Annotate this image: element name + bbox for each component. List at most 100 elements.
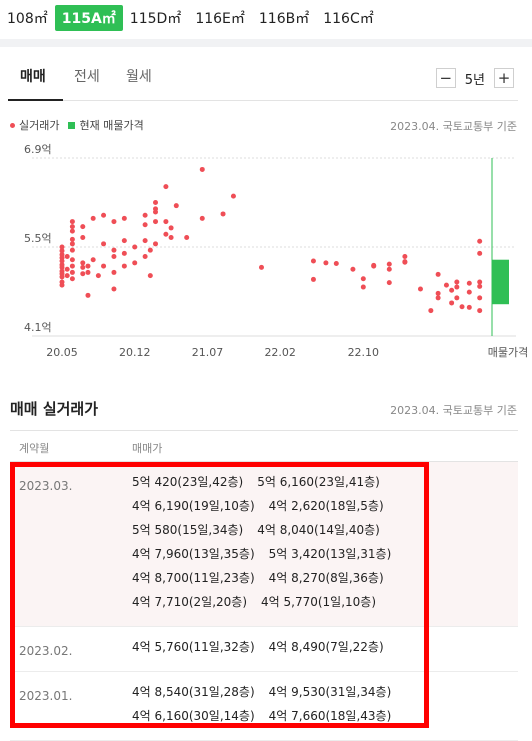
trade-point: [69, 219, 75, 225]
trade-point: [449, 300, 455, 306]
trade-point: [163, 231, 169, 237]
trades-table: 계약월 매매가 2023.03. 5억 420(23일,42층) 5억 6,160(…: [10, 430, 518, 741]
period-decrease-button[interactable]: −: [435, 68, 456, 88]
trades-basis-note: 2023.04. 국토교통부 기준: [390, 404, 517, 417]
trade-point: [310, 276, 316, 282]
x-tick-label: 매물가격: [488, 346, 528, 359]
area-tab-108[interactable]: 108㎡: [7, 11, 48, 27]
trade-point: [350, 266, 356, 272]
trade-point: [64, 266, 70, 272]
trade-point: [90, 257, 96, 263]
area-tab-115a[interactable]: 115A㎡: [54, 5, 123, 31]
trade-point: [258, 264, 264, 270]
trade-point: [466, 280, 472, 286]
x-tick-label: 22.02: [264, 346, 296, 359]
legend-actual-label: 실거래가: [19, 119, 60, 132]
trade-point: [101, 212, 107, 218]
trade-point: [80, 224, 86, 230]
trade-point: [69, 269, 75, 275]
table-row: 2023.03. 5억 420(23일,42층) 5억 6,160(23일,41층)…: [10, 462, 518, 627]
deal-entry: 4억 7,960(13일,35층): [132, 547, 255, 561]
deal-entry: 4억 7,710(2일,20층): [132, 595, 248, 609]
trade-point: [59, 262, 65, 268]
trade-point: [85, 263, 91, 269]
trade-point: [454, 295, 460, 301]
trade-point: [80, 260, 86, 266]
header-month: 계약월: [19, 442, 50, 455]
deal-entry: 4억 6,160(30일,14층): [132, 709, 255, 723]
tab-jeonse[interactable]: 전세: [74, 69, 100, 85]
x-tick-label: 22.10: [348, 346, 380, 359]
deal-entry: 4억 8,040(14일,40층): [257, 523, 380, 537]
trade-point: [142, 238, 148, 244]
area-tab-116c[interactable]: 116C㎡: [323, 11, 374, 27]
area-tab-115d[interactable]: 115D㎡: [129, 11, 182, 27]
trade-point: [111, 254, 117, 260]
trade-point: [69, 276, 75, 282]
trade-point: [69, 224, 75, 230]
trade-point: [466, 304, 472, 310]
trade-point: [184, 234, 190, 240]
deal-entry: 4억 5,760(11일,32층): [132, 640, 255, 654]
trade-point: [466, 289, 472, 295]
trade-point: [121, 263, 127, 269]
trade-point: [111, 247, 117, 253]
trades-section-title: 매매 실거래가: [10, 400, 99, 418]
trade-point: [121, 215, 127, 221]
row-month: 2023.03.: [19, 479, 73, 493]
period-selector: − 5년 +: [435, 68, 514, 88]
deal-line: 4억 7,960(13일,35층) 5억 3,420(13일,31층): [132, 542, 432, 566]
header-price: 매매가: [132, 442, 163, 455]
trade-point: [333, 261, 339, 267]
row-month: 2023.01.: [19, 689, 73, 703]
chart-legend: 실거래가 현재 매물가격: [10, 117, 144, 133]
trade-point: [85, 269, 91, 275]
trade-point: [111, 219, 117, 225]
deal-entry: 4억 2,620(18일,5층): [268, 499, 384, 513]
active-tab-indicator: [8, 99, 63, 101]
deal-line: 4억 8,700(11일,23층) 4억 8,270(8일,36층): [132, 566, 432, 590]
trade-point: [153, 219, 159, 225]
deal-entry: 4억 7,660(18일,43층): [268, 709, 392, 723]
deal-entry: 5억 6,160(23일,41층): [257, 475, 380, 489]
row-month: 2023.02.: [19, 644, 73, 658]
trade-point: [59, 268, 65, 274]
y-tick-label: 5.5억: [24, 232, 52, 245]
trade-point: [386, 280, 392, 286]
tab-sale[interactable]: 매매: [20, 69, 46, 85]
trade-point: [199, 166, 205, 172]
deal-line: 5억 580(15일,34층) 4억 8,040(14일,40층): [132, 518, 432, 542]
trade-point: [477, 295, 483, 301]
deal-line: 4억 6,160(30일,14층) 4억 7,660(18일,43층): [132, 704, 432, 728]
trade-point: [101, 241, 107, 247]
trade-point: [435, 271, 441, 277]
trade-point: [173, 203, 179, 209]
trade-point: [435, 290, 441, 296]
area-tab-116b[interactable]: 116B㎡: [258, 11, 310, 27]
y-tick-label: 4.1억: [24, 321, 52, 334]
deal-entry: 5억 420(23일,42층): [132, 475, 244, 489]
period-increase-button[interactable]: +: [494, 68, 514, 88]
trade-point: [477, 279, 483, 285]
trade-type-tabs: 매매 전세 월세 − 5년 +: [8, 62, 518, 101]
trade-point: [168, 234, 174, 240]
trade-point: [477, 238, 483, 244]
deal-entry: 4억 8,490(7일,22층): [268, 640, 384, 654]
deal-line: 5억 420(23일,42층) 5억 6,160(23일,41층): [132, 470, 432, 494]
deal-line: 4억 5,760(11일,32층) 4억 8,490(7일,22층): [132, 635, 432, 659]
x-tick-label: 21.07: [192, 346, 224, 359]
x-tick-label: 20.12: [119, 346, 151, 359]
trade-point: [477, 308, 483, 314]
trade-point: [402, 259, 408, 265]
trade-point: [59, 252, 65, 258]
tab-monthly-rent[interactable]: 월세: [126, 69, 152, 85]
trade-point: [121, 238, 127, 244]
deal-entry: 4억 5,770(1일,10층): [261, 595, 377, 609]
chart-basis-note: 2023.04. 국토교통부 기준: [390, 120, 517, 133]
table-header: 계약월 매매가: [10, 430, 518, 462]
listing-price-bar: [492, 259, 509, 305]
trade-point: [59, 248, 65, 254]
trade-point: [386, 261, 392, 267]
y-tick-label: 6.9억: [24, 143, 52, 156]
area-tab-116e[interactable]: 116E㎡: [195, 11, 245, 27]
